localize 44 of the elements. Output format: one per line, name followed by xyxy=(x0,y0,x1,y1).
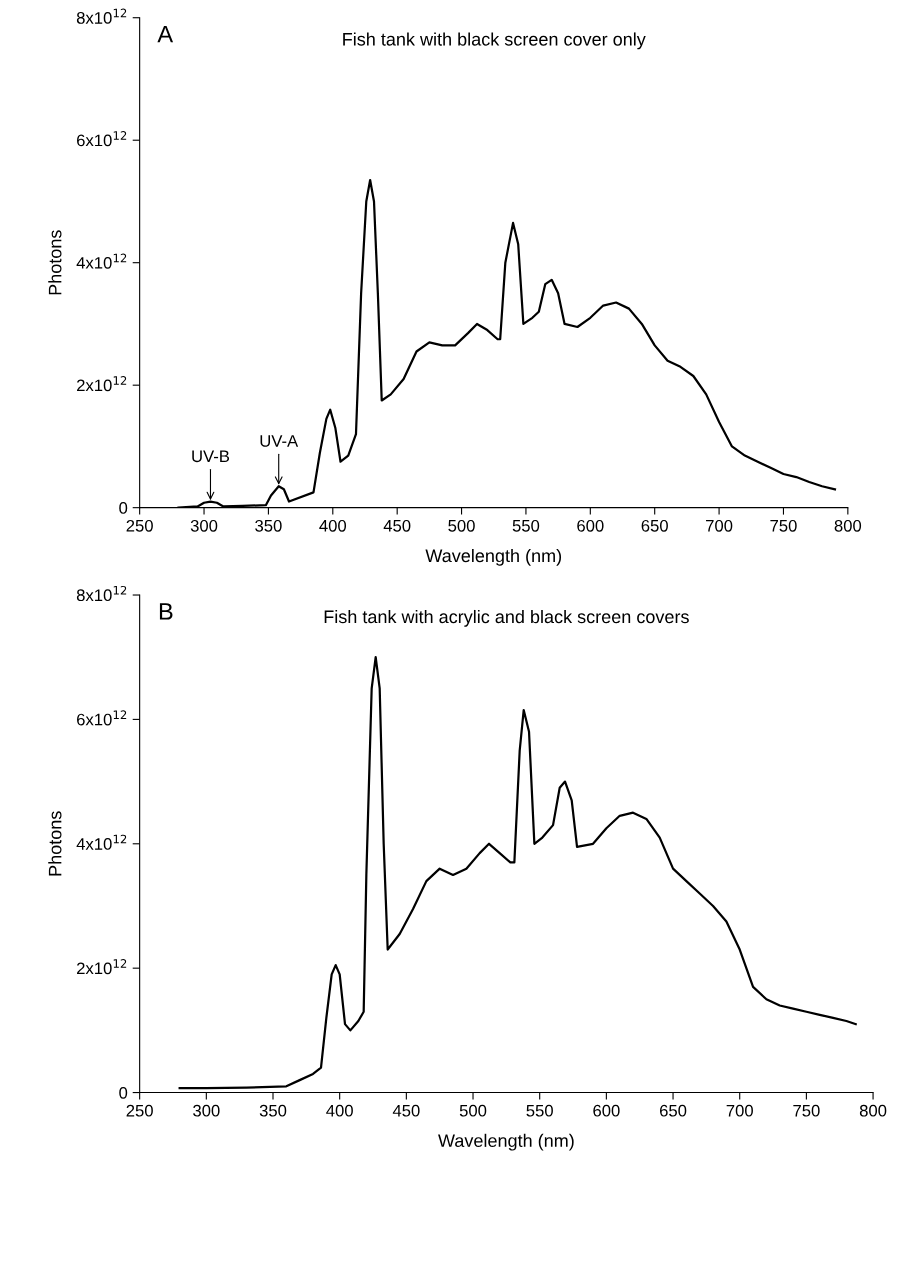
x-tick-label: 750 xyxy=(793,1104,820,1117)
x-tick-label: 700 xyxy=(706,519,733,532)
x-tick-label: 550 xyxy=(512,519,540,532)
y-tick-label: 8x10$^{12}$ xyxy=(76,8,127,24)
x-tick-label: 650 xyxy=(659,1104,687,1117)
x-tick-label: 500 xyxy=(448,519,475,532)
x-axis-title: Wavelength (nm) xyxy=(438,1133,574,1151)
y-tick-label: 8x10$^{12}$ xyxy=(76,585,127,602)
x-tick-label: 400 xyxy=(326,1104,353,1117)
x-tick-label: 700 xyxy=(726,1104,753,1117)
x-tick-label: 350 xyxy=(255,519,282,532)
x-tick-label: 300 xyxy=(193,1104,220,1117)
x-tick-label: 350 xyxy=(259,1104,287,1117)
x-tick-label: 800 xyxy=(834,519,862,532)
x-tick-label: 800 xyxy=(859,1104,887,1117)
y-tick-label: 4x10$^{12}$ xyxy=(76,253,127,269)
y-tick-label: 0 xyxy=(119,502,128,514)
x-tick-label: 550 xyxy=(526,1104,553,1117)
y-tick-label: 4x10$^{12}$ xyxy=(76,834,127,850)
x-axis-title: Wavelength (nm) xyxy=(425,548,562,566)
x-tick-label: 650 xyxy=(641,519,668,532)
y-tick-label: 6x10$^{12}$ xyxy=(77,131,127,147)
x-tick-label: 250 xyxy=(126,1104,153,1117)
x-tick-label: 500 xyxy=(459,1104,487,1117)
y-tick-label: 2x10$^{12}$ xyxy=(77,959,127,975)
y-tick-label: 2x10$^{12}$ xyxy=(77,376,127,392)
annotation: UV-A xyxy=(260,435,299,447)
y-axis-title: Photons xyxy=(48,230,62,295)
x-tick-label: 600 xyxy=(593,1104,620,1117)
text: Fish tank with acrylic and black screen covers xyxy=(324,609,689,627)
annotation: B xyxy=(159,603,173,620)
annotation: UV-B xyxy=(192,450,230,463)
text: Fish tank with black screen cover only xyxy=(343,32,646,50)
x-tick-label: 250 xyxy=(126,519,153,532)
y-tick-label: 0 xyxy=(119,1086,128,1099)
x-tick-label: 750 xyxy=(770,519,797,532)
annotation: A xyxy=(157,25,174,43)
y-tick-label: 6x10$^{12}$ xyxy=(77,710,127,726)
x-tick-label: 450 xyxy=(383,519,411,532)
x-tick-label: 600 xyxy=(577,519,604,532)
x-tick-label: 450 xyxy=(392,1104,420,1117)
x-tick-label: 400 xyxy=(319,519,347,532)
x-tick-label: 300 xyxy=(190,519,218,532)
y-axis-title: Photons xyxy=(48,811,62,876)
